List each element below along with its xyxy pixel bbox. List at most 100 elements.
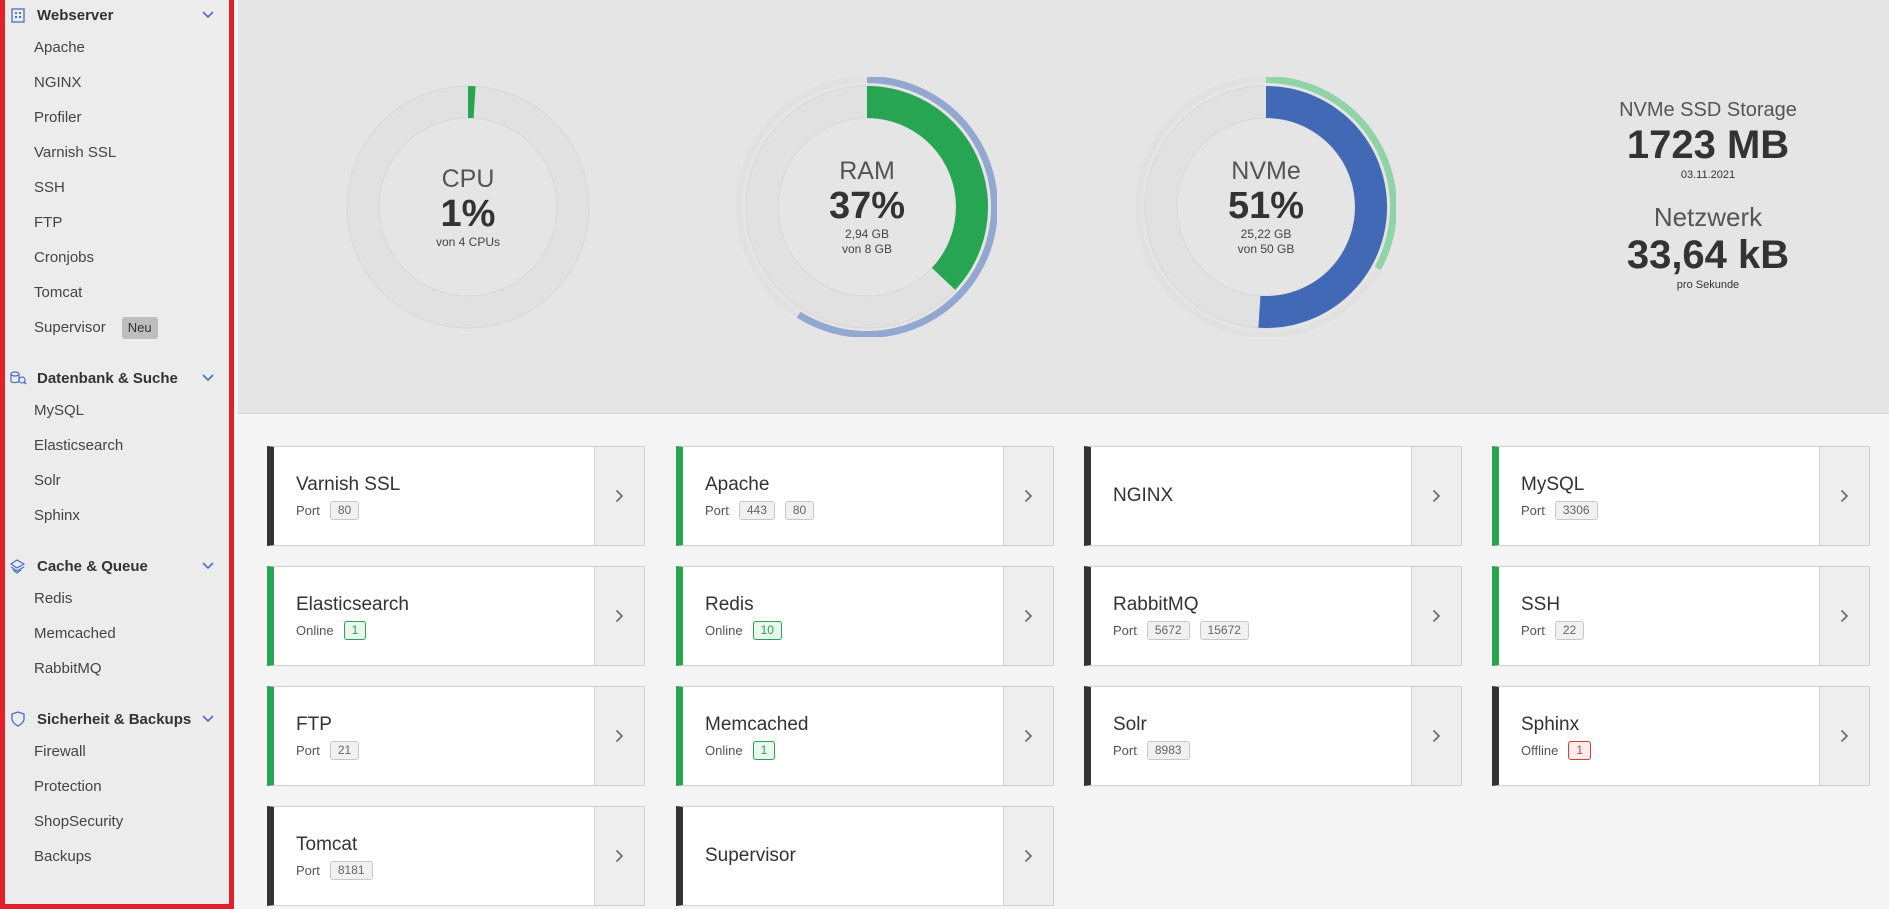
ram-value: 37% bbox=[828, 185, 906, 227]
chevron-right-icon[interactable] bbox=[594, 807, 644, 905]
service-meta: Online 1 bbox=[296, 620, 592, 640]
service-meta: Port 8181 bbox=[296, 860, 592, 880]
service-card-apache[interactable]: Apache Port 443 80 bbox=[676, 446, 1054, 546]
sidebar-head-label: Sicherheit & Backups bbox=[37, 710, 192, 728]
sidebar-item-firewall[interactable]: Firewall bbox=[34, 743, 86, 760]
sidebar-item-protection[interactable]: Protection bbox=[34, 778, 102, 795]
sidebar-head-webserver[interactable]: Webserver bbox=[5, 0, 229, 30]
sidebar-item-varnish-ssl[interactable]: Varnish SSL bbox=[34, 144, 117, 161]
service-card-supervisor[interactable]: Supervisor bbox=[676, 806, 1054, 906]
sidebar-item-cronjobs[interactable]: Cronjobs bbox=[34, 249, 95, 266]
service-card-body: Memcached Online 1 bbox=[705, 687, 1001, 785]
service-meta: Offline 1 bbox=[1521, 740, 1817, 760]
chevron-down-icon[interactable] bbox=[201, 712, 215, 726]
nvme-gauge: NVMe 51% 25,22 GB von 50 GB bbox=[1136, 77, 1396, 337]
ram-sub-total: von 8 GB bbox=[841, 242, 893, 256]
service-card-body: Varnish SSL Port 80 bbox=[296, 447, 592, 545]
chevron-right-icon[interactable] bbox=[1819, 567, 1869, 665]
sidebar-item-ssh[interactable]: SSH bbox=[34, 179, 65, 196]
chevron-right-icon[interactable] bbox=[1819, 687, 1869, 785]
chevron-right-icon[interactable] bbox=[594, 687, 644, 785]
sidebar-item-shopsecurity[interactable]: ShopSecurity bbox=[34, 813, 124, 830]
service-title: Supervisor bbox=[705, 845, 796, 866]
service-card-body: Apache Port 443 80 bbox=[705, 447, 1001, 545]
service-card-body: MySQL Port 3306 bbox=[1521, 447, 1817, 545]
port-tag: 5672 bbox=[1146, 620, 1190, 640]
database-icon bbox=[9, 369, 27, 387]
sidebar-item-nginx[interactable]: NGINX bbox=[34, 74, 82, 91]
service-title: Sphinx bbox=[1521, 713, 1580, 735]
service-card-redis[interactable]: Redis Online 10 bbox=[676, 566, 1054, 666]
sidebar-head-datenbank[interactable]: Datenbank & Suche bbox=[5, 363, 229, 393]
sidebar-section-cache: Cache & Queue Redis Memcached RabbitMQ bbox=[5, 551, 229, 686]
sidebar: Webserver Apache NGINX Profiler Varnish … bbox=[0, 0, 234, 909]
chevron-down-icon[interactable] bbox=[201, 371, 215, 385]
sidebar-item-ftp[interactable]: FTP bbox=[34, 214, 63, 231]
storage-date: 03.11.2021 bbox=[1680, 169, 1736, 181]
service-meta: Port 22 bbox=[1521, 620, 1817, 640]
sidebar-item-sphinx[interactable]: Sphinx bbox=[34, 507, 80, 524]
nvme-usage-arc bbox=[1258, 86, 1388, 328]
service-meta-label: Port bbox=[1113, 742, 1137, 758]
service-card-nginx[interactable]: NGINX bbox=[1084, 446, 1462, 546]
service-card-sphinx[interactable]: Sphinx Offline 1 bbox=[1492, 686, 1870, 786]
chevron-right-icon[interactable] bbox=[1819, 447, 1869, 545]
chevron-right-icon[interactable] bbox=[1411, 447, 1461, 545]
sidebar-item-elasticsearch[interactable]: Elasticsearch bbox=[34, 437, 124, 454]
service-card-mysql[interactable]: MySQL Port 3306 bbox=[1492, 446, 1870, 546]
service-card-body: Sphinx Offline 1 bbox=[1521, 687, 1817, 785]
status-count-badge: 1 bbox=[343, 620, 367, 640]
stats-panel: CPU 1% von 4 CPUs RAM 37% 2,94 GB von 8 … bbox=[238, 0, 1889, 414]
service-card-rabbitmq[interactable]: RabbitMQ Port 5672 15672 bbox=[1084, 566, 1462, 666]
chevron-right-icon[interactable] bbox=[594, 447, 644, 545]
sidebar-item-supervisor[interactable]: Supervisor Neu bbox=[5, 310, 229, 345]
service-meta: Online 1 bbox=[705, 740, 1001, 760]
port-tag: 80 bbox=[784, 500, 815, 520]
chevron-right-icon[interactable] bbox=[1003, 567, 1053, 665]
service-title: RabbitMQ bbox=[1113, 593, 1199, 615]
service-meta: Port 443 80 bbox=[705, 500, 1001, 520]
sidebar-item-rabbitmq[interactable]: RabbitMQ bbox=[34, 660, 102, 677]
service-meta: Port 80 bbox=[296, 500, 592, 520]
chevron-right-icon[interactable] bbox=[594, 567, 644, 665]
sidebar-item-apache[interactable]: Apache bbox=[34, 39, 85, 56]
service-card-elasticsearch[interactable]: Elasticsearch Online 1 bbox=[267, 566, 645, 666]
service-title: Redis bbox=[705, 593, 754, 615]
sidebar-item-mysql[interactable]: MySQL bbox=[34, 402, 85, 419]
chevron-right-icon[interactable] bbox=[1003, 807, 1053, 905]
sidebar-head-sicherheit[interactable]: Sicherheit & Backups bbox=[5, 704, 229, 734]
service-card-ssh[interactable]: SSH Port 22 bbox=[1492, 566, 1870, 666]
sidebar-item-backups[interactable]: Backups bbox=[34, 848, 92, 865]
service-card-body: Elasticsearch Online 1 bbox=[296, 567, 592, 665]
cpu-label: CPU bbox=[441, 164, 495, 193]
chevron-down-icon[interactable] bbox=[201, 559, 215, 573]
sidebar-head-cache[interactable]: Cache & Queue bbox=[5, 551, 229, 581]
nvme-label: NVMe bbox=[1231, 157, 1301, 185]
service-meta: Port 3306 bbox=[1521, 500, 1817, 520]
service-card-tomcat[interactable]: Tomcat Port 8181 bbox=[267, 806, 645, 906]
sidebar-item-redis[interactable]: Redis bbox=[34, 590, 73, 607]
service-title: SSH bbox=[1521, 593, 1561, 615]
sidebar-head-label: Webserver bbox=[37, 6, 114, 24]
service-title: Elasticsearch bbox=[296, 593, 409, 615]
service-title: Varnish SSL bbox=[296, 473, 401, 495]
service-card-memcached[interactable]: Memcached Online 1 bbox=[676, 686, 1054, 786]
service-card-ftp[interactable]: FTP Port 21 bbox=[267, 686, 645, 786]
chevron-right-icon[interactable] bbox=[1003, 447, 1053, 545]
service-meta: Online 10 bbox=[705, 620, 1001, 640]
shield-icon bbox=[9, 710, 27, 728]
chevron-right-icon[interactable] bbox=[1411, 687, 1461, 785]
service-card-solr[interactable]: Solr Port 8983 bbox=[1084, 686, 1462, 786]
service-meta-label: Port bbox=[1521, 622, 1545, 638]
service-card-varnish-ssl[interactable]: Varnish SSL Port 80 bbox=[267, 446, 645, 546]
sidebar-item-tomcat[interactable]: Tomcat bbox=[34, 284, 83, 301]
sidebar-item-solr[interactable]: Solr bbox=[34, 472, 61, 489]
cpu-gauge: CPU 1% von 4 CPUs bbox=[338, 77, 598, 337]
chevron-right-icon[interactable] bbox=[1003, 687, 1053, 785]
sidebar-item-memcached[interactable]: Memcached bbox=[34, 625, 116, 642]
sidebar-item-profiler[interactable]: Profiler bbox=[34, 109, 82, 126]
chevron-down-icon[interactable] bbox=[201, 8, 215, 22]
service-title: Solr bbox=[1113, 713, 1147, 735]
chevron-right-icon[interactable] bbox=[1411, 567, 1461, 665]
network-value: 33,64 kB bbox=[1626, 233, 1790, 277]
